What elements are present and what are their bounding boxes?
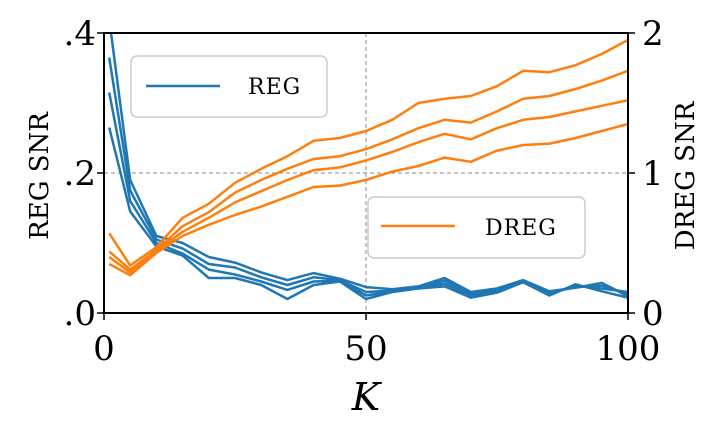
- legend-dreg-label: DREG: [485, 216, 557, 241]
- legend-dreg: DREG: [367, 196, 586, 259]
- series-line-reg-1: [109, 33, 628, 298]
- y-left-tick-label: .4: [64, 14, 96, 54]
- y-right-tick-label: 2: [642, 14, 664, 54]
- series-line-reg-3: [107, 92, 628, 297]
- series-line-dreg-7: [108, 98, 628, 274]
- x-tick-label: 100: [596, 329, 661, 369]
- x-axis-label: K: [351, 375, 383, 419]
- x-tick-label: 50: [344, 329, 387, 369]
- legend-reg: REG: [130, 55, 328, 118]
- legend-reg-label: REG: [248, 75, 301, 100]
- legend-reg-box: [130, 55, 328, 118]
- x-tick-label: 0: [93, 329, 115, 369]
- series-line-reg-4: [107, 127, 628, 301]
- left-y-axis-label: REG SNR: [25, 111, 55, 240]
- axis-ticks: 0 50 100 .0 .2 .4 0 1 2: [64, 14, 664, 369]
- y-left-tick-label: .0: [64, 294, 96, 334]
- y-left-tick-label: .2: [64, 154, 96, 194]
- y-right-tick-label: 1: [642, 154, 664, 194]
- legend-dreg-box: [367, 196, 586, 259]
- series-group: [107, 33, 628, 301]
- series-line-dreg-8: [108, 122, 628, 277]
- series-lines: [107, 33, 628, 301]
- series-line-dreg-5: [108, 38, 628, 267]
- right-y-axis-label: DREG SNR: [671, 100, 701, 250]
- reference-lines: [104, 33, 628, 313]
- y-right-tick-label: 0: [642, 294, 664, 334]
- series-line-dreg-6: [108, 69, 628, 271]
